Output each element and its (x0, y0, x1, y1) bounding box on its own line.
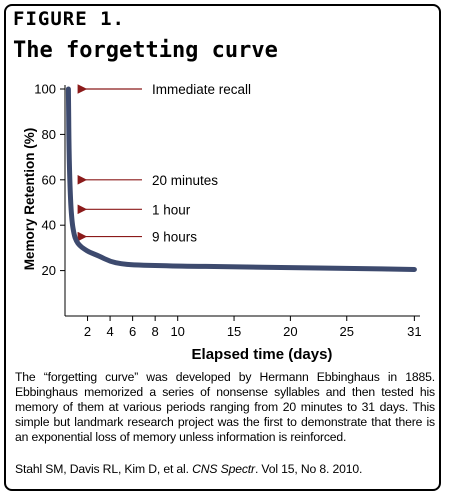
citation-details: . Vol 15, No 8. 2010. (254, 462, 363, 476)
x-tick-label: 10 (170, 324, 184, 339)
chart-series (65, 86, 417, 272)
x-axis-label: Elapsed time (days) (192, 346, 333, 363)
x-tick-label: 20 (283, 324, 297, 339)
annotation-label: 9 hours (152, 230, 197, 245)
figure-citation: Stahl SM, Davis RL, Kim D, et al. CNS Sp… (15, 462, 435, 476)
annotation-label: Immediate recall (152, 82, 251, 97)
citation-journal: CNS Spectr (192, 462, 255, 476)
figure-frame (4, 4, 441, 491)
forgetting-curve-chart: 20 40 60 80 100 2 4 6 8 10 15 20 25 31 Immediate reca… (22, 82, 422, 364)
x-tick-label: 6 (129, 324, 136, 339)
x-tick-label: 2 (84, 324, 91, 339)
annotation-label: 1 hour (152, 202, 191, 217)
y-tick-label: 20 (42, 263, 56, 278)
y-tick-label: 100 (34, 82, 56, 97)
x-tick-label: 4 (106, 324, 113, 339)
figure-title: The forgetting curve (13, 38, 278, 63)
figure-caption: The “forgetting curve” was developed by … (15, 370, 435, 444)
y-axis-label: Memory Retention (%) (22, 128, 37, 271)
citation-authors: Stahl SM, Davis RL, Kim D, et al. (15, 462, 189, 476)
retention-curve (65, 86, 417, 272)
x-tick-label: 25 (340, 324, 354, 339)
chart-ticks: 20 40 60 80 100 2 4 6 8 10 15 20 25 31 (34, 82, 421, 340)
y-tick-label: 40 (42, 218, 56, 233)
y-tick-label: 60 (42, 172, 56, 187)
figure-label: FIGURE 1. (13, 8, 125, 30)
chart-annotations: Immediate recall 20 minutes 1 hour 9 hours (77, 82, 251, 245)
annotation-label: 20 minutes (152, 173, 218, 188)
x-tick-label: 8 (152, 324, 159, 339)
x-tick-label: 31 (407, 324, 421, 339)
y-tick-label: 80 (42, 127, 56, 142)
x-tick-label: 15 (227, 324, 241, 339)
chart-axes (64, 85, 420, 317)
